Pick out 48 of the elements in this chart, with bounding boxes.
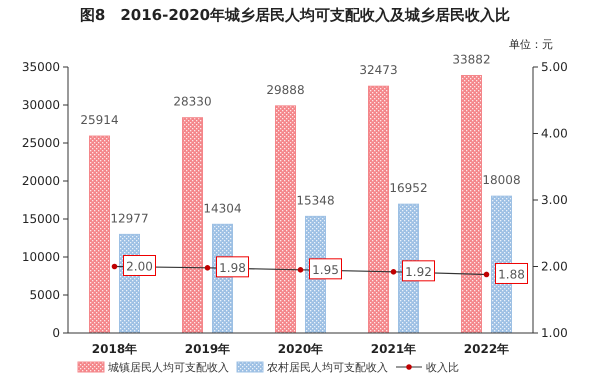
point [112, 264, 118, 270]
data-label: 29888 [266, 82, 305, 97]
bar [182, 117, 203, 334]
y2-tick-label: 3.00 [541, 193, 568, 207]
bar [461, 74, 482, 334]
y-tick-label: 10000 [22, 250, 60, 264]
data-label: 16952 [389, 181, 428, 196]
y2-tick-label: 5.00 [541, 60, 568, 74]
y2-tick-label: 4.00 [541, 126, 568, 140]
data-label: 12977 [110, 211, 149, 226]
bar [89, 136, 110, 334]
data-label: 25914 [80, 113, 119, 128]
y-tick-label: 0 [52, 326, 60, 340]
legend-label: 收入比 [426, 361, 459, 374]
legend-label: 农村居民人均可支配收入 [267, 361, 388, 374]
x-tick-label: 2020年 [278, 342, 324, 356]
data-label: 14304 [203, 201, 242, 216]
y2-tick-label: 1.00 [541, 326, 568, 340]
x-tick-label: 2022年 [464, 342, 510, 356]
point [204, 265, 210, 271]
y-tick-label: 5000 [29, 288, 60, 302]
data-label: 1.88 [498, 267, 525, 282]
bar [368, 86, 389, 334]
y-tick-label: 35000 [22, 60, 60, 74]
data-label: 1.92 [405, 264, 432, 279]
data-label: 32473 [359, 63, 398, 78]
chart-title: 图8 2016-2020年城乡居民人均可支配收入及城乡居民收入比 [80, 6, 510, 24]
data-label: 18008 [482, 173, 521, 188]
y2-tick-label: 2.00 [541, 260, 568, 274]
x-tick-label: 2021年 [370, 342, 416, 356]
data-label: 28330 [173, 94, 212, 109]
point [390, 269, 396, 275]
y-tick-label: 20000 [22, 174, 60, 188]
y-tick-label: 30000 [22, 98, 60, 112]
data-label: 2.00 [126, 260, 153, 274]
text: 单位：元 [509, 38, 553, 51]
data-label: 33882 [452, 52, 491, 66]
point [298, 267, 304, 273]
data-label: 1.98 [219, 260, 246, 275]
x-tick-label: 2019年 [184, 342, 230, 356]
data-label: 1.95 [312, 262, 339, 277]
data-label: 15348 [296, 193, 335, 208]
bar [275, 105, 296, 334]
y-tick-label: 25000 [22, 136, 60, 150]
y-tick-label: 15000 [22, 212, 60, 226]
legend-label: 城镇居民人均可支配收入 [107, 361, 229, 374]
point [484, 272, 490, 278]
x-tick-label: 2018年 [92, 342, 138, 356]
